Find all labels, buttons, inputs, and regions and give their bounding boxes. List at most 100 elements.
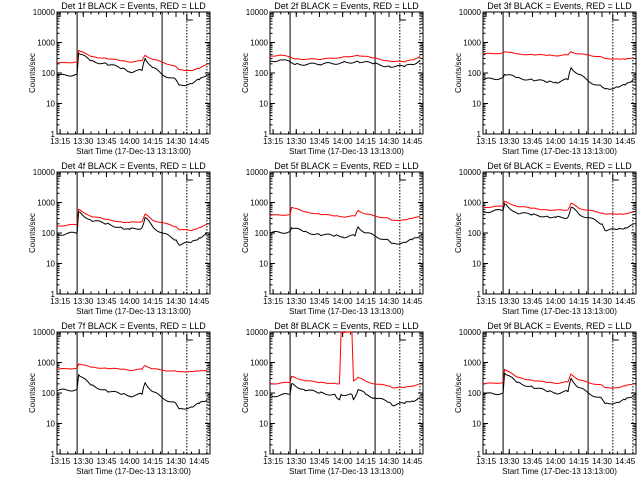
x-tick-label: 13:15	[50, 297, 71, 306]
marker-bracket	[399, 334, 406, 341]
series-line-lld	[57, 208, 207, 232]
panel-5: Det 5f BLACK = Events, RED = LLD 1 10 100 10…	[241, 161, 424, 316]
y-tick-label: 10000	[33, 8, 56, 17]
marker-bracket	[399, 14, 406, 21]
y-axis-label: Counts/sec	[28, 373, 37, 413]
panel-title: Det 1f BLACK = Events, RED = LLD	[61, 1, 206, 11]
marker-bracket	[186, 14, 193, 21]
panel-title: Det 5f BLACK = Events, RED = LLD	[274, 161, 419, 171]
series-line-lld	[482, 368, 634, 389]
x-axis-label: Start Time (17-Dec-13 13:13:00)	[289, 147, 404, 156]
x-tick-label: 14:45	[615, 297, 636, 306]
x-tick-label: 14:00	[120, 297, 141, 306]
x-tick-label: 14:30	[166, 297, 187, 306]
x-tick-label: 13:30	[73, 457, 94, 466]
panel-title: Det 8f BLACK = Events, RED = LLD	[274, 321, 419, 331]
series-line-lld	[270, 331, 421, 389]
x-axis-label: Start Time (17-Dec-13 13:13:00)	[289, 467, 404, 476]
x-tick-label: 13:45	[309, 297, 330, 306]
x-tick-label: 14:00	[546, 297, 567, 306]
x-axis-label: Start Time (17-Dec-13 13:13:00)	[502, 467, 617, 476]
y-tick-label: 10000	[246, 168, 269, 177]
y-axis-label: Counts/sec	[241, 53, 250, 93]
x-tick-label: 13:45	[309, 457, 330, 466]
series-line-lld	[269, 54, 421, 63]
x-tick-label: 14:30	[166, 457, 187, 466]
x-tick-label: 14:15	[356, 137, 377, 146]
x-tick-label: 13:30	[499, 297, 520, 306]
panel-title: Det 9f BLACK = Events, RED = LLD	[487, 321, 632, 331]
y-tick-label: 1	[477, 450, 482, 459]
y-tick-label: 10	[46, 260, 55, 269]
y-tick-label: 10	[46, 420, 55, 429]
x-tick-label: 14:45	[615, 457, 636, 466]
y-tick-label: 1	[264, 290, 269, 299]
marker-bracket	[186, 174, 193, 181]
y-tick-label: 10000	[33, 328, 56, 337]
y-tick-label: 1000	[250, 39, 268, 48]
x-tick-label: 14:45	[402, 137, 423, 146]
series-line-lld	[56, 49, 208, 72]
y-tick-label: 100	[255, 229, 269, 238]
y-axis-label: Counts/sec	[454, 53, 463, 93]
x-tick-label: 14:30	[379, 457, 400, 466]
y-tick-label: 1000	[37, 39, 55, 48]
y-tick-label: 1000	[37, 359, 55, 368]
y-tick-label: 1000	[463, 39, 481, 48]
series-line-events	[56, 211, 208, 246]
y-tick-label: 1	[264, 130, 269, 139]
series-line-lld	[482, 200, 633, 215]
marker-bracket	[186, 334, 193, 341]
x-tick-label: 14:15	[143, 457, 164, 466]
series-line-lld	[482, 51, 634, 60]
y-tick-label: 100	[468, 389, 482, 398]
x-tick-label: 14:15	[143, 297, 164, 306]
x-tick-label: 14:15	[569, 297, 590, 306]
x-tick-label: 14:00	[120, 457, 141, 466]
x-tick-label: 13:30	[499, 137, 520, 146]
series-line-events	[269, 226, 421, 245]
y-tick-label: 10	[259, 100, 268, 109]
y-tick-label: 1	[477, 290, 482, 299]
x-tick-label: 14:45	[189, 457, 210, 466]
x-tick-label: 14:00	[546, 457, 567, 466]
y-tick-label: 10	[259, 260, 268, 269]
x-tick-label: 14:15	[356, 297, 377, 306]
y-tick-label: 1000	[250, 199, 268, 208]
y-axis-label: Counts/sec	[454, 213, 463, 253]
series-line-events	[56, 374, 208, 410]
series-line-events	[482, 203, 634, 232]
series-line-events	[270, 383, 421, 407]
y-tick-label: 10	[472, 260, 481, 269]
x-axis-label: Start Time (17-Dec-13 13:13:00)	[76, 307, 191, 316]
x-tick-label: 13:30	[73, 137, 94, 146]
x-tick-label: 13:30	[286, 137, 307, 146]
y-axis-label: Counts/sec	[454, 373, 463, 413]
x-tick-label: 13:15	[476, 297, 497, 306]
y-tick-label: 100	[42, 69, 56, 78]
y-tick-label: 1000	[463, 199, 481, 208]
y-tick-label: 10000	[459, 168, 482, 177]
x-tick-label: 13:30	[73, 297, 94, 306]
y-tick-label: 10000	[459, 8, 482, 17]
x-tick-label: 14:15	[569, 137, 590, 146]
x-tick-label: 13:30	[286, 297, 307, 306]
y-tick-label: 10	[46, 100, 55, 109]
panel-4: Det 4f BLACK = Events, RED = LLD 1 10 100 10…	[28, 161, 211, 316]
y-tick-label: 100	[468, 69, 482, 78]
x-axis-label: Start Time (17-Dec-13 13:13:00)	[76, 467, 191, 476]
y-tick-label: 1	[264, 450, 269, 459]
series-line-events	[482, 67, 634, 90]
series-line-events	[269, 59, 421, 68]
x-tick-label: 13:30	[499, 457, 520, 466]
y-tick-label: 10000	[246, 8, 269, 17]
y-tick-label: 100	[255, 69, 269, 78]
x-tick-label: 13:45	[96, 137, 117, 146]
x-tick-label: 13:15	[50, 457, 71, 466]
x-tick-label: 13:15	[263, 457, 284, 466]
y-tick-label: 1000	[37, 199, 55, 208]
panel-9: Det 9f BLACK = Events, RED = LLD 1 10 100 10…	[454, 321, 637, 476]
y-tick-label: 1	[477, 130, 482, 139]
y-tick-label: 1	[51, 290, 56, 299]
